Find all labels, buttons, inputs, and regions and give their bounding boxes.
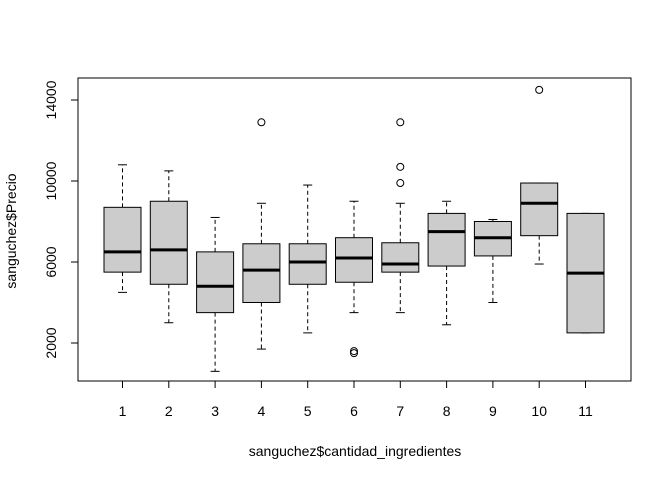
outlier-point xyxy=(396,162,405,171)
box-10 xyxy=(520,85,559,265)
x-tick-label: 7 xyxy=(396,403,404,419)
iqr-box xyxy=(288,243,327,285)
y-tick-label: 14000 xyxy=(43,80,59,119)
x-tick-label: 1 xyxy=(119,403,127,419)
box-3 xyxy=(196,216,235,372)
box-4 xyxy=(242,118,281,350)
iqr-box xyxy=(335,237,373,283)
box-1 xyxy=(103,164,142,293)
iqr-box xyxy=(427,212,466,267)
box-7 xyxy=(381,118,420,314)
iqr-box xyxy=(520,182,559,237)
x-tick-label: 8 xyxy=(443,403,451,419)
y-tick-label: 6000 xyxy=(43,246,59,277)
x-tick-label: 2 xyxy=(165,403,173,419)
box-5 xyxy=(288,184,327,334)
box-8 xyxy=(427,200,466,326)
y-axis: 2000 6000 10000 14000 xyxy=(43,80,79,359)
iqr-box xyxy=(149,200,188,285)
iqr-box xyxy=(103,206,142,273)
iqr-box xyxy=(381,242,420,273)
x-tick-label: 11 xyxy=(578,403,593,419)
iqr-box xyxy=(242,243,281,303)
x-tick-label: 10 xyxy=(531,403,547,419)
outlier-point xyxy=(396,118,405,127)
x-axis-label: sanguchez$cantidad_ingredientes xyxy=(249,443,462,459)
outlier-point xyxy=(350,349,358,358)
outlier-point xyxy=(535,85,544,94)
x-axis: 1 2 3 4 5 6 7 8 9 10 11 xyxy=(119,380,593,419)
x-tick-label: 9 xyxy=(489,403,497,419)
x-tick-label: 4 xyxy=(258,403,266,419)
box-9 xyxy=(473,218,512,303)
y-axis-label: sanguchez$Precio xyxy=(3,173,19,288)
box-6 xyxy=(335,200,373,358)
x-tick-label: 3 xyxy=(211,403,219,419)
outlier-point xyxy=(350,347,358,356)
outlier-point xyxy=(396,179,405,188)
y-tick-label: 2000 xyxy=(43,327,59,358)
y-tick-label: 10000 xyxy=(43,161,59,200)
box-2 xyxy=(149,170,188,324)
box-11 xyxy=(566,212,605,334)
outlier-point xyxy=(257,118,266,127)
x-tick-label: 5 xyxy=(304,403,312,419)
x-tick-label: 6 xyxy=(350,403,358,419)
iqr-box xyxy=(196,251,235,314)
box-series xyxy=(103,85,605,372)
